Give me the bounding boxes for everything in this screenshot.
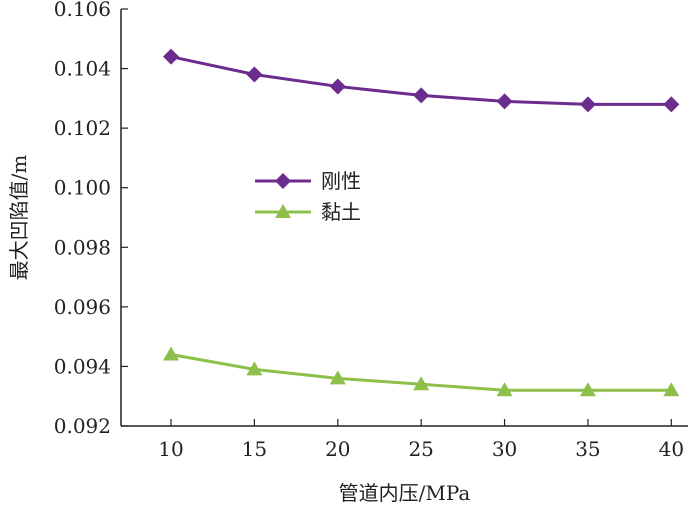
y-tick-label: 0.102 — [54, 116, 111, 140]
y-tick-label: 0.100 — [54, 176, 111, 200]
data-point — [413, 87, 430, 104]
x-tick-label: 15 — [242, 437, 267, 461]
data-point — [496, 93, 513, 110]
y-tick-label: 0.104 — [54, 57, 111, 81]
legend-entry-1: 刚性 — [255, 169, 361, 193]
y-tick-label: 0.098 — [54, 235, 111, 259]
data-point — [163, 48, 180, 65]
x-tick-label: 10 — [158, 437, 183, 461]
data-point — [329, 370, 346, 385]
y-tick-label: 0.106 — [54, 0, 111, 21]
data-point — [496, 382, 513, 397]
y-axis-title: 最大凹陷值/m — [7, 155, 31, 281]
y-tick-label: 0.094 — [54, 354, 111, 378]
data-point — [663, 382, 680, 397]
legend-marker — [275, 173, 291, 189]
x-tick-label: 30 — [492, 437, 517, 461]
x-tick-label: 40 — [659, 437, 684, 461]
series-1 — [163, 48, 680, 113]
legend-entry-2: 黏土 — [255, 200, 361, 224]
data-point — [163, 346, 180, 361]
legend-label: 黏土 — [321, 200, 361, 224]
data-point — [663, 96, 680, 113]
data-point — [579, 382, 596, 397]
data-point — [413, 376, 430, 391]
data-point — [579, 96, 596, 113]
x-tick-label: 20 — [325, 437, 350, 461]
data-point — [246, 361, 263, 376]
series-layer — [163, 48, 680, 397]
legend-marker — [275, 204, 291, 218]
legend-label: 刚性 — [321, 169, 361, 193]
data-point — [246, 66, 263, 83]
axes: 0.092 0.094 0.096 0.098 0.100 0.102 0.104 0.106… — [54, 0, 688, 461]
y-tick-label: 0.096 — [54, 295, 111, 319]
x-tick-label: 35 — [575, 437, 600, 461]
data-point — [329, 78, 346, 95]
x-tick-label: 25 — [408, 437, 433, 461]
y-tick-label: 0.092 — [54, 414, 111, 438]
series-2 — [163, 346, 680, 397]
x-axis-title: 管道内压/MPa — [339, 481, 471, 505]
